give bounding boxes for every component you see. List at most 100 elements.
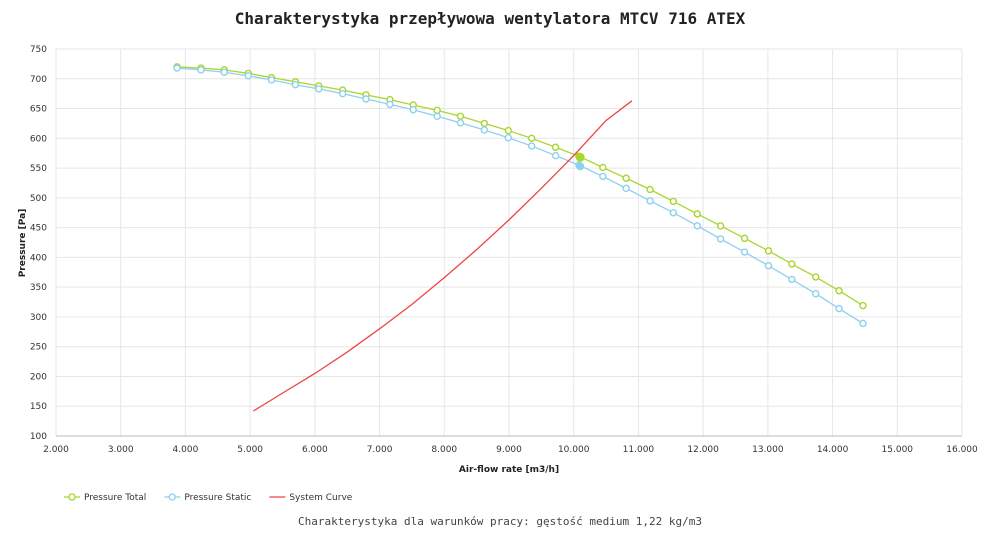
pressure-static-point[interactable]	[788, 275, 796, 284]
pressure-total-point[interactable]	[551, 143, 560, 151]
pressure-static-point[interactable]	[433, 112, 441, 120]
y-tick-label: 650	[30, 105, 47, 115]
x-tick-label: 14.000	[817, 445, 849, 455]
pressure-static-point[interactable]	[859, 319, 867, 328]
pressure-static-point[interactable]	[740, 248, 749, 256]
grid	[55, 48, 963, 437]
x-tick-label: 15.000	[882, 445, 914, 455]
legend-item-system-curve[interactable]: System Curve	[269, 493, 353, 503]
x-tick-label: 7.000	[367, 445, 393, 455]
y-tick-label: 550	[30, 164, 47, 174]
x-tick-label: 3.000	[108, 445, 134, 455]
y-tick-label: 400	[30, 253, 47, 263]
pressure-static-point[interactable]	[338, 89, 347, 98]
pressure-total-point[interactable]	[693, 210, 702, 218]
pressure-static-point[interactable]	[362, 95, 370, 103]
pressure-static-point[interactable]	[220, 68, 228, 76]
pressure-static-point[interactable]	[622, 184, 630, 193]
pressure-total-point[interactable]	[716, 222, 725, 230]
legend-item-pressure-total[interactable]: Pressure Total	[64, 493, 146, 503]
legend-marker	[168, 493, 176, 501]
pressure-static-point[interactable]	[669, 209, 678, 217]
x-tick-labels: 2.000 3.000 4.000 5.000 6.000 7.000 8.000 9.000…	[43, 445, 978, 455]
x-tick-label: 4.000	[173, 445, 199, 455]
x-tick-label: 12.000	[687, 445, 719, 455]
pressure-total-point[interactable]	[433, 106, 441, 115]
pressure-total-point[interactable]	[669, 197, 678, 206]
legend-marker	[68, 493, 76, 501]
series-pressure-total	[173, 63, 867, 310]
y-tick-label: 250	[30, 343, 47, 353]
pressure-total-line	[176, 66, 864, 307]
pressure-static-point[interactable]	[291, 81, 300, 89]
legend-label: Pressure Total	[84, 493, 146, 503]
pressure-static-line	[176, 67, 864, 325]
x-tick-label: 10.000	[558, 445, 590, 455]
pressure-static-point[interactable]	[315, 85, 323, 93]
y-tick-label: 750	[30, 45, 47, 55]
x-tick-label: 8.000	[431, 445, 457, 455]
pressure-static-point[interactable]	[244, 72, 252, 80]
pressure-total-point[interactable]	[788, 260, 796, 268]
x-tick-label: 16.000	[946, 445, 978, 455]
series-system-curve	[253, 100, 633, 412]
pressure-total-point[interactable]	[859, 301, 867, 310]
y-tick-label: 600	[30, 134, 47, 144]
pressure-static-point[interactable]	[480, 126, 489, 134]
system-curve-line	[253, 100, 633, 412]
x-tick-label: 9.000	[496, 445, 522, 455]
pressure-static-point[interactable]	[527, 142, 536, 150]
pressure-total-point[interactable]	[812, 273, 820, 281]
x-tick-label: 2.000	[43, 445, 69, 455]
legend: Pressure Total Pressure Static System Curv…	[64, 493, 353, 503]
pressure-static-point[interactable]	[409, 106, 417, 114]
pressure-total-point[interactable]	[646, 185, 654, 194]
legend-item-pressure-static[interactable]: Pressure Static	[164, 493, 251, 503]
pressure-static-point[interactable]	[267, 76, 276, 84]
x-tick-label: 11.000	[623, 445, 655, 455]
series-layer	[173, 63, 867, 412]
pressure-static-point[interactable]	[599, 172, 607, 181]
chart-subtitle: Charakterystyka dla warunków pracy: gęst…	[298, 515, 702, 528]
pressure-static-point[interactable]	[835, 304, 843, 313]
pressure-static-point[interactable]	[716, 235, 725, 243]
x-axis-title: Air-flow rate [m3/h]	[459, 465, 559, 475]
pressure-total-point[interactable]	[740, 234, 749, 243]
legend-label: Pressure Static	[184, 493, 251, 503]
pressure-static-point[interactable]	[764, 262, 773, 270]
y-tick-labels: 100 150 200 250 300 350 400 450 500 550 600 650 700 7…	[30, 45, 47, 442]
y-tick-label: 300	[30, 313, 47, 323]
pressure-total-point[interactable]	[835, 287, 843, 295]
pressure-static-point[interactable]	[693, 222, 702, 230]
pressure-total-point[interactable]	[527, 134, 536, 143]
pressure-static-point[interactable]	[812, 290, 820, 298]
y-tick-label: 200	[30, 372, 47, 382]
pressure-static-point[interactable]	[551, 151, 560, 160]
pressure-static-point[interactable]	[456, 119, 465, 127]
pressure-total-point[interactable]	[764, 247, 773, 255]
pressure-total-point[interactable]	[622, 174, 630, 182]
y-tick-label: 500	[30, 194, 47, 204]
operating-point-static[interactable]	[576, 162, 585, 171]
pressure-total-point[interactable]	[504, 126, 513, 135]
y-tick-label: 150	[30, 402, 47, 412]
pressure-static-point[interactable]	[197, 66, 205, 74]
pressure-total-point[interactable]	[456, 112, 465, 120]
y-tick-label: 450	[30, 224, 47, 234]
operating-point-total[interactable]	[575, 152, 585, 162]
pressure-static-point[interactable]	[173, 64, 181, 72]
legend-label: System Curve	[289, 493, 352, 503]
pressure-static-point[interactable]	[504, 134, 513, 142]
pressure-total-point[interactable]	[480, 119, 489, 128]
x-tick-label: 6.000	[302, 445, 328, 455]
pressure-total-point[interactable]	[599, 163, 607, 172]
x-tick-label: 5.000	[237, 445, 263, 455]
y-tick-label: 350	[30, 283, 47, 293]
pressure-static-point[interactable]	[646, 197, 654, 205]
x-tick-label: 13.000	[752, 445, 784, 455]
chart-title: Charakterystyka przepływowa wentylatora …	[235, 9, 746, 28]
y-tick-label: 700	[30, 75, 47, 85]
operating-point	[575, 152, 585, 171]
y-tick-label: 100	[30, 432, 47, 442]
pressure-static-point[interactable]	[386, 100, 394, 109]
